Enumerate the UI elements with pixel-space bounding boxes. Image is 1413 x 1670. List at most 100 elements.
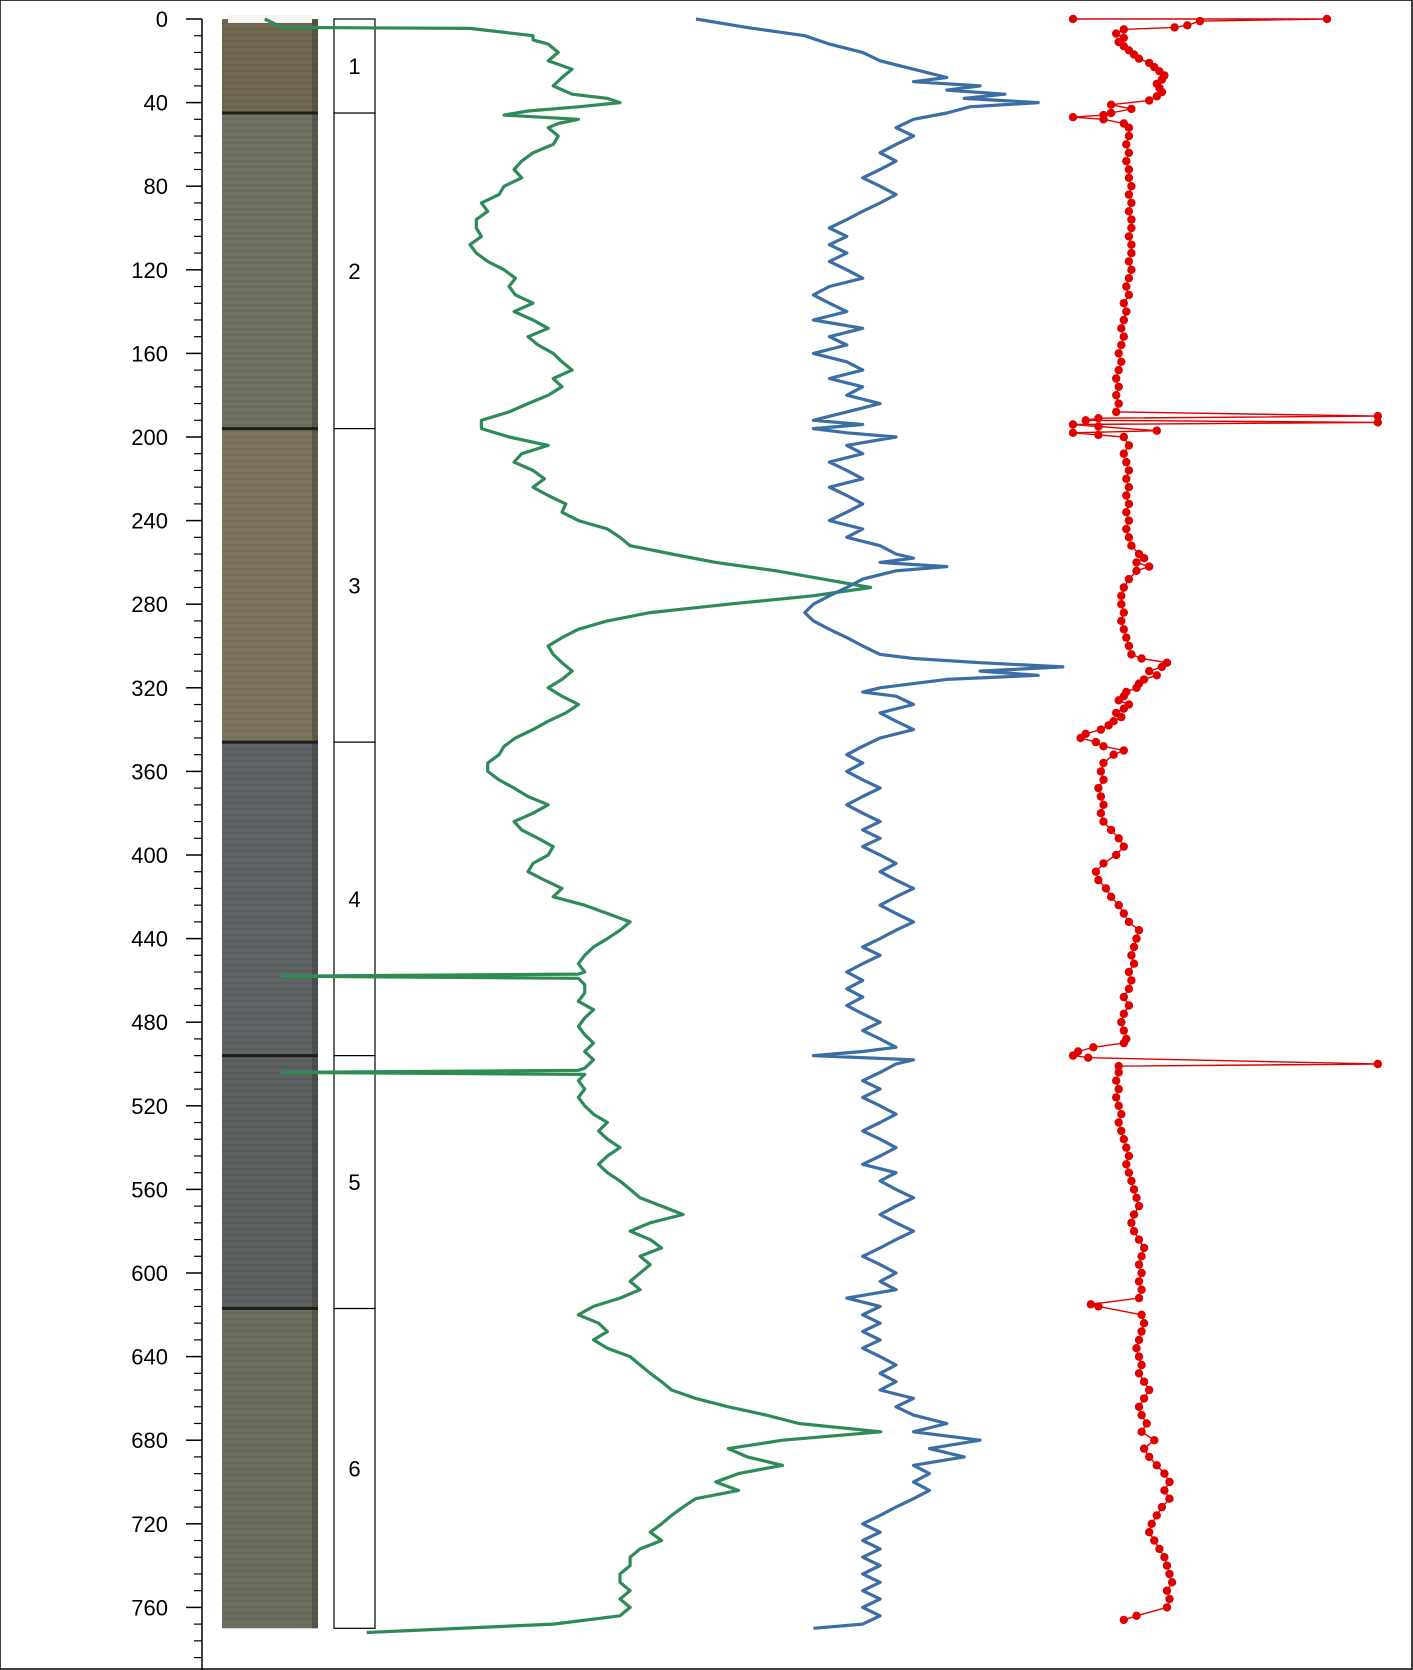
series-3-point	[1122, 474, 1131, 483]
series-3-point	[1170, 23, 1179, 32]
series-3-point	[1119, 1026, 1129, 1035]
series-3-point	[1160, 1553, 1169, 1562]
section-column: 1 2 3 4 5 6	[333, 18, 376, 1629]
series-3-point	[1099, 742, 1108, 751]
series-3-point	[1165, 1569, 1174, 1579]
series-3-point	[1119, 746, 1129, 755]
series-3-point	[1152, 92, 1162, 101]
series-3-point	[1129, 1185, 1139, 1194]
series-3-point	[1119, 608, 1129, 617]
series-3-point	[1114, 382, 1123, 391]
series-3-point	[1162, 1586, 1172, 1595]
series-3-point	[1119, 449, 1129, 458]
series-3-point	[1129, 959, 1139, 968]
series-3-point	[1117, 1018, 1126, 1027]
series-3-point	[1132, 558, 1141, 567]
series-group	[264, 14, 1383, 1635]
series-3-point	[1127, 650, 1136, 659]
series-3-point	[1122, 508, 1131, 517]
series-3-point	[1112, 1076, 1121, 1085]
series-3-point	[1119, 1135, 1129, 1144]
series-3-point	[1106, 100, 1116, 109]
series-3-point	[1134, 1352, 1144, 1361]
series-3-point	[1137, 1268, 1146, 1278]
y-tick-label: 440	[131, 927, 168, 952]
series-3-point	[1096, 767, 1106, 776]
series-3-point	[1114, 834, 1123, 843]
series-3-point	[1114, 1101, 1123, 1111]
series-3-point	[1127, 976, 1136, 985]
series-3-point	[1122, 491, 1131, 500]
series-3-point	[1124, 257, 1134, 266]
series-3-point	[1117, 600, 1126, 609]
series-3-point	[1114, 901, 1123, 910]
core-texture	[222, 428, 318, 743]
series-3-point	[1165, 1477, 1174, 1487]
series-3-point	[1127, 104, 1136, 114]
series-3-point	[1124, 533, 1134, 542]
y-tick-label: 120	[131, 258, 168, 283]
series-3-point	[1137, 1427, 1146, 1437]
section-box	[333, 18, 376, 114]
series-3-point	[1124, 1151, 1134, 1161]
series-3-point	[1091, 867, 1101, 876]
y-tick-label: 680	[131, 1428, 168, 1453]
series-3-point	[1117, 357, 1126, 366]
series-3-point	[1127, 248, 1136, 258]
series-3-point	[1112, 407, 1121, 417]
y-tick-label: 40	[144, 91, 168, 116]
series-3-point	[1122, 307, 1131, 316]
series-3-point	[1162, 1561, 1172, 1570]
series-3-point	[1124, 499, 1134, 509]
series-3-point	[1117, 712, 1126, 722]
series-3-point	[1117, 1110, 1126, 1119]
series-3-point	[1127, 182, 1136, 191]
series-3-point	[1117, 340, 1126, 350]
series-3-point	[1124, 917, 1134, 927]
series-3-point	[1124, 641, 1134, 651]
series-3-point	[1094, 875, 1103, 885]
series-3-point	[1152, 1511, 1162, 1520]
series-3-point	[1157, 662, 1167, 672]
series-3-point	[1094, 1302, 1103, 1311]
series-3-point	[1114, 1061, 1123, 1071]
y-tick-label: 600	[131, 1261, 168, 1286]
series-3-point	[1122, 140, 1131, 149]
series-3-point	[1129, 942, 1139, 952]
series-3-point	[1145, 1385, 1154, 1395]
series-3-point	[1068, 113, 1078, 122]
series-3-point	[1112, 391, 1121, 400]
series-3-point	[1119, 842, 1129, 851]
series-3-point	[1127, 265, 1136, 274]
series-3-point	[1137, 654, 1146, 663]
series-3-point	[1112, 850, 1121, 860]
series-3-point	[1124, 123, 1134, 132]
series-3-point	[1139, 554, 1149, 563]
series-3-point	[1137, 1360, 1146, 1370]
series-3-point	[1119, 909, 1129, 918]
core-texture	[222, 1308, 318, 1629]
series-3-point	[1124, 190, 1134, 199]
series-3-point	[1155, 1544, 1164, 1554]
series-3-point	[1142, 1419, 1151, 1428]
core-edge	[312, 742, 318, 1056]
y-tick-label: 640	[131, 1345, 168, 1370]
series-3-point	[1134, 1402, 1144, 1412]
series-3-point	[1137, 1252, 1146, 1261]
y-tick-label: 400	[131, 843, 168, 868]
series-3-point	[1134, 1369, 1144, 1378]
series-3-point	[1099, 775, 1108, 784]
series-3-point	[1127, 541, 1136, 550]
series-3-point	[1373, 1059, 1383, 1069]
series-3-point	[1124, 967, 1134, 977]
series-3-point	[1152, 671, 1162, 680]
series-3-point	[1109, 750, 1118, 759]
section-label: 5	[348, 1170, 360, 1195]
series-3-point	[1068, 14, 1078, 24]
series-3-point	[1068, 1051, 1078, 1060]
series-3-point	[1106, 892, 1116, 901]
series-3-point	[1124, 290, 1134, 300]
series-3-point	[1132, 566, 1141, 575]
series-3-point	[1152, 426, 1162, 435]
series-3-point	[1124, 483, 1134, 492]
